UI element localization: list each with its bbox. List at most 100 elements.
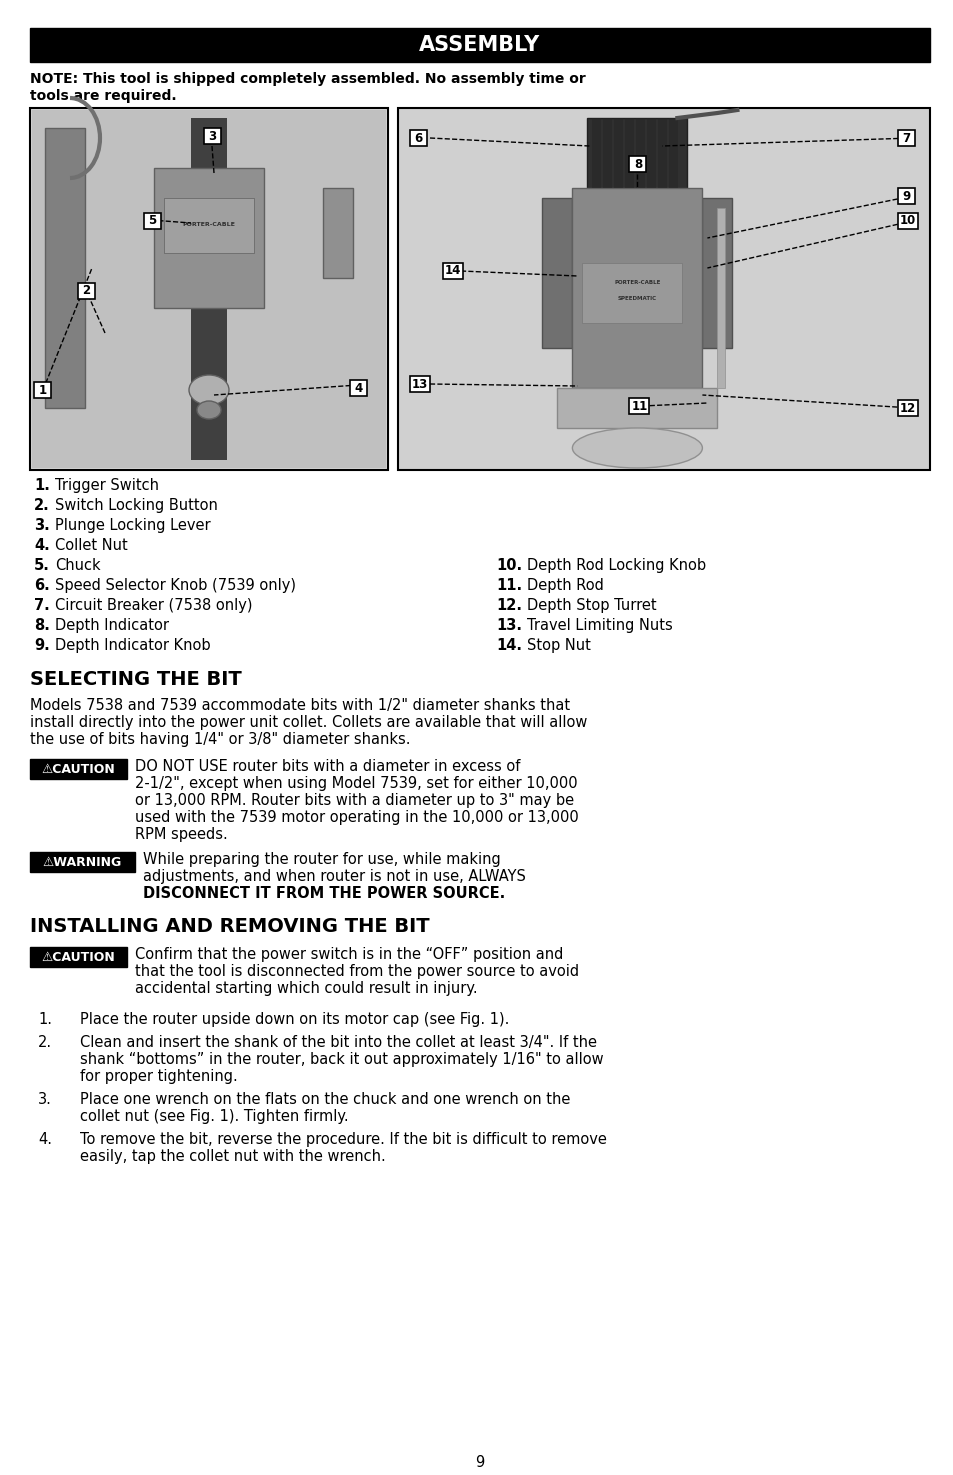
Ellipse shape — [196, 401, 221, 419]
Bar — [602, 118, 612, 187]
Text: Plunge Locking Lever: Plunge Locking Lever — [55, 518, 211, 532]
Bar — [658, 118, 667, 187]
Bar — [30, 947, 127, 968]
Text: the use of bits having 1/4" or 3/8" diameter shanks.: the use of bits having 1/4" or 3/8" diam… — [30, 732, 410, 746]
Text: 4.: 4. — [38, 1131, 52, 1148]
Text: 1.: 1. — [38, 1012, 52, 1027]
Bar — [647, 118, 656, 187]
Text: ⚠WARNING: ⚠WARNING — [43, 855, 122, 869]
Text: adjustments, and when router is not in use, ALWAYS: adjustments, and when router is not in u… — [143, 869, 525, 884]
Text: 10.: 10. — [496, 558, 521, 572]
Text: Trigger Switch: Trigger Switch — [55, 478, 159, 493]
Bar — [442, 263, 462, 279]
Text: used with the 7539 motor operating in the 10,000 or 13,000: used with the 7539 motor operating in th… — [135, 810, 578, 825]
Text: or 13,000 RPM. Router bits with a diameter up to 3" may be: or 13,000 RPM. Router bits with a diamet… — [135, 794, 574, 808]
Text: NOTE: This tool is shipped completely assembled. No assembly time or: NOTE: This tool is shipped completely as… — [30, 72, 585, 86]
Text: Depth Rod Locking Knob: Depth Rod Locking Knob — [526, 558, 705, 572]
Bar — [572, 187, 701, 388]
Text: To remove the bit, reverse the procedure. If the bit is difficult to remove: To remove the bit, reverse the procedure… — [80, 1131, 606, 1148]
Text: Depth Indicator: Depth Indicator — [55, 618, 169, 633]
Bar — [191, 118, 227, 460]
Text: DISCONNECT IT FROM THE POWER SOURCE.: DISCONNECT IT FROM THE POWER SOURCE. — [143, 886, 505, 901]
Text: Collet Nut: Collet Nut — [55, 538, 128, 553]
Bar — [557, 388, 717, 428]
Bar — [669, 118, 678, 187]
Bar — [30, 108, 388, 471]
Text: PORTER-CABLE: PORTER-CABLE — [614, 280, 659, 286]
Text: collet nut (see Fig. 1). Tighten firmly.: collet nut (see Fig. 1). Tighten firmly. — [80, 1109, 348, 1124]
Text: Chuck: Chuck — [55, 558, 100, 572]
Ellipse shape — [572, 428, 701, 468]
Text: 1.: 1. — [34, 478, 50, 493]
Text: 2.: 2. — [38, 1035, 52, 1050]
Text: Depth Stop Turret: Depth Stop Turret — [526, 597, 656, 614]
Ellipse shape — [189, 375, 229, 406]
Bar — [581, 263, 681, 323]
Bar — [45, 128, 85, 409]
Text: ASSEMBLY: ASSEMBLY — [419, 35, 540, 55]
Text: While preparing the router for use, while making: While preparing the router for use, whil… — [143, 853, 500, 867]
Text: 9.: 9. — [34, 639, 50, 653]
Bar — [587, 118, 687, 187]
Bar — [614, 118, 622, 187]
Text: 3: 3 — [208, 130, 216, 143]
Text: DO NOT USE router bits with a diameter in excess of: DO NOT USE router bits with a diameter i… — [135, 760, 519, 774]
Bar — [410, 130, 427, 146]
Text: 8: 8 — [633, 158, 641, 171]
Text: shank “bottoms” in the router, back it out approximately 1/16" to allow: shank “bottoms” in the router, back it o… — [80, 1052, 603, 1066]
Text: RPM speeds.: RPM speeds. — [135, 827, 228, 842]
Text: 14: 14 — [444, 264, 460, 277]
Text: 4: 4 — [354, 382, 362, 394]
Text: 3.: 3. — [38, 1092, 52, 1108]
Bar — [153, 168, 264, 308]
Text: tools are required.: tools are required. — [30, 88, 176, 103]
Bar — [625, 118, 634, 187]
Bar — [897, 212, 917, 229]
Bar — [350, 381, 367, 395]
Bar — [629, 156, 646, 173]
Text: 1: 1 — [38, 384, 47, 397]
Text: SPEEDMATIC: SPEEDMATIC — [618, 295, 657, 301]
Bar — [410, 376, 430, 392]
Text: 2: 2 — [82, 285, 91, 298]
Text: 4.: 4. — [34, 538, 50, 553]
Text: PORTER-CABLE: PORTER-CABLE — [182, 223, 235, 227]
Text: Place one wrench on the flats on the chuck and one wrench on the: Place one wrench on the flats on the chu… — [80, 1092, 570, 1108]
Text: 14.: 14. — [496, 639, 521, 653]
Text: that the tool is disconnected from the power source to avoid: that the tool is disconnected from the p… — [135, 965, 578, 979]
Text: Stop Nut: Stop Nut — [526, 639, 590, 653]
Text: INSTALLING AND REMOVING THE BIT: INSTALLING AND REMOVING THE BIT — [30, 917, 429, 937]
Text: ⚠CAUTION: ⚠CAUTION — [42, 950, 115, 963]
Text: 10: 10 — [899, 214, 915, 227]
Bar — [717, 208, 724, 388]
Bar — [636, 118, 645, 187]
Text: 13.: 13. — [496, 618, 521, 633]
Text: 7.: 7. — [34, 597, 50, 614]
Text: 2.: 2. — [34, 499, 50, 513]
Text: Speed Selector Knob (7539 only): Speed Selector Knob (7539 only) — [55, 578, 295, 593]
Bar — [629, 398, 649, 414]
Text: 12.: 12. — [496, 597, 521, 614]
Bar — [897, 187, 914, 204]
Text: Clean and insert the shank of the bit into the collet at least 3/4". If the: Clean and insert the shank of the bit in… — [80, 1035, 597, 1050]
Bar — [32, 111, 386, 468]
Text: 11: 11 — [631, 400, 647, 413]
Text: 5.: 5. — [34, 558, 50, 572]
Bar — [323, 187, 353, 277]
Text: Switch Locking Button: Switch Locking Button — [55, 499, 217, 513]
Text: 11.: 11. — [496, 578, 521, 593]
Text: 6: 6 — [414, 131, 422, 145]
Text: 8.: 8. — [34, 618, 50, 633]
Text: Depth Indicator Knob: Depth Indicator Knob — [55, 639, 211, 653]
Text: SELECTING THE BIT: SELECTING THE BIT — [30, 670, 241, 689]
Bar — [78, 283, 95, 299]
Bar — [144, 212, 161, 229]
Bar — [701, 198, 732, 348]
Text: for proper tightening.: for proper tightening. — [80, 1069, 237, 1084]
Text: Depth Rod: Depth Rod — [526, 578, 603, 593]
Bar — [897, 130, 914, 146]
Text: easily, tap the collet nut with the wrench.: easily, tap the collet nut with the wren… — [80, 1149, 385, 1164]
Bar — [204, 128, 221, 145]
Bar — [30, 853, 135, 872]
Text: ⚠CAUTION: ⚠CAUTION — [42, 763, 115, 776]
